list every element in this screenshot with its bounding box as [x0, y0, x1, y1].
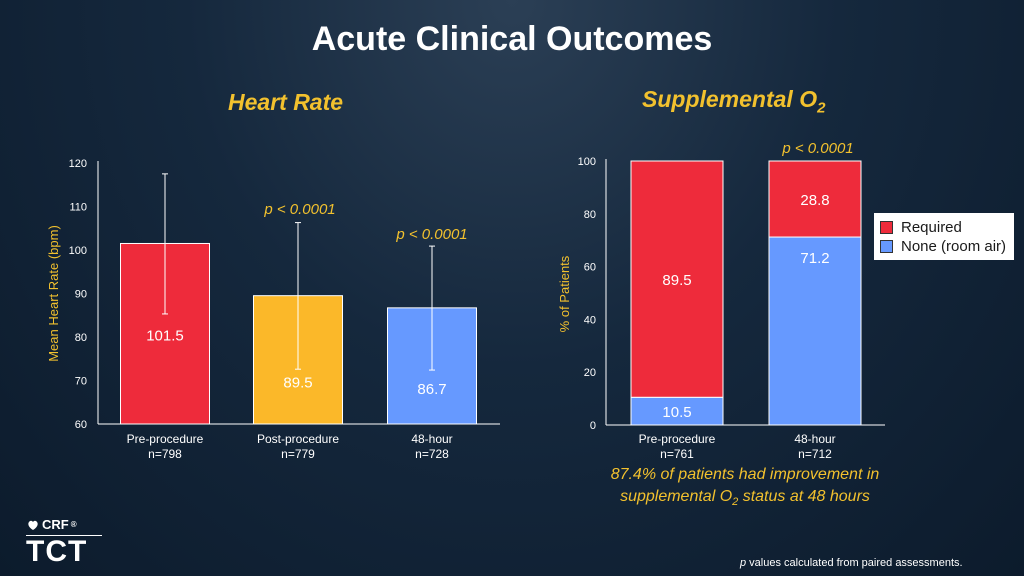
- legend-swatch-required: [880, 221, 893, 234]
- note-line-2-pre: supplemental O: [620, 488, 733, 505]
- o2-y-tick-label: 60: [584, 262, 596, 274]
- tct-logo: CRF ® TCT: [26, 517, 102, 567]
- o2-y-tick-label: 40: [584, 314, 596, 326]
- hr-n-label: n=779: [281, 447, 315, 461]
- hr-y-tick-label: 70: [75, 376, 87, 388]
- footnote: p values calculated from paired assessme…: [740, 557, 963, 569]
- footnote-italic: p: [740, 557, 747, 569]
- note-line-1: 87.4% of patients had improvement in: [610, 466, 880, 483]
- logo-divider: [26, 535, 102, 536]
- hr-category-label: Pre-procedure: [127, 432, 204, 446]
- o2-category-label: Pre-procedure: [639, 432, 716, 446]
- hr-bar: [120, 242, 210, 425]
- o2-y-tick-label: 100: [578, 156, 596, 168]
- hr-p-value: p < 0.0001: [263, 201, 335, 218]
- o2-title: Supplemental O2: [642, 86, 825, 117]
- improvement-note: 87.4% of patients had improvement in sup…: [585, 464, 905, 513]
- o2-value-label: 89.5: [662, 272, 691, 289]
- note-line-2: supplemental O2 status at 48 hours: [585, 486, 905, 513]
- crf-text: CRF: [42, 517, 69, 532]
- o2-bar-segment: [630, 396, 724, 426]
- hr-y-tick-label: 110: [69, 202, 87, 214]
- hr-y-axis-label: Mean Heart Rate (bpm): [46, 225, 61, 362]
- hr-y-tick-label: 90: [75, 289, 87, 301]
- hr-y-tick-label: 60: [75, 419, 87, 431]
- o2-category-label: 48-hour: [794, 432, 835, 446]
- heart-rate-title-text: Heart Rate: [228, 89, 344, 115]
- legend-label-required: Required: [901, 219, 962, 236]
- o2-bar-segment: [630, 160, 724, 398]
- legend-item-required: Required: [880, 218, 1014, 237]
- hr-value-label: 86.7: [417, 381, 446, 398]
- o2-y-axis-label: % of Patients: [557, 255, 572, 332]
- o2-bar-segment: [768, 160, 862, 238]
- o2-y-tick-label: 80: [584, 209, 596, 221]
- o2-value-label: 71.2: [800, 250, 829, 267]
- hr-y-tick-label: 100: [69, 245, 87, 257]
- hr-y-tick-label: 80: [75, 332, 87, 344]
- crf-logo: CRF ®: [26, 517, 102, 532]
- page-title: Acute Clinical Outcomes: [311, 20, 713, 58]
- hr-y-tick-label: 120: [69, 158, 87, 170]
- note-line-2-sub: 2: [732, 496, 739, 509]
- hr-p-value: p < 0.0001: [395, 226, 467, 243]
- o2-bar-segment: [768, 236, 862, 426]
- legend-item-none: None (room air): [880, 237, 1014, 256]
- o2-y-tick-label: 0: [590, 420, 596, 432]
- tct-text: TCT: [26, 535, 88, 568]
- hr-value-label: 101.5: [146, 327, 184, 344]
- o2-n-label: n=761: [660, 447, 694, 461]
- crf-registered: ®: [70, 520, 77, 529]
- o2-title-sub: 2: [817, 99, 826, 117]
- o2-y-tick-label: 20: [584, 367, 596, 379]
- o2-value-label: 10.5: [662, 404, 691, 421]
- note-line-2-post: status at 48 hours: [738, 488, 870, 505]
- o2-legend: Required None (room air): [874, 213, 1014, 260]
- hr-category-label: 48-hour: [411, 432, 452, 446]
- hr-n-label: n=798: [148, 447, 182, 461]
- footnote-text: values calculated from paired assessment…: [746, 557, 963, 569]
- legend-label-none: None (room air): [901, 238, 1007, 255]
- o2-value-label: 28.8: [800, 192, 829, 209]
- hr-category-label: Post-procedure: [257, 432, 339, 446]
- o2-n-label: n=712: [798, 447, 832, 461]
- o2-p-value: p < 0.0001: [781, 140, 853, 157]
- hr-value-label: 89.5: [283, 375, 312, 392]
- crf-mark-icon: [28, 520, 38, 530]
- legend-swatch-none: [880, 240, 893, 253]
- hr-n-label: n=728: [415, 447, 449, 461]
- heart-rate-title: Heart Rate: [228, 89, 343, 116]
- o2-title-text: Supplemental O: [642, 86, 818, 112]
